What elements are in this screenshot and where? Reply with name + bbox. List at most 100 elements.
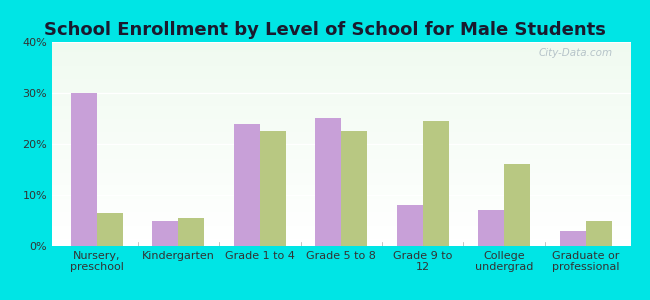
- Bar: [52, 82, 630, 83]
- Bar: [52, 76, 630, 77]
- Bar: [52, 149, 630, 150]
- Bar: [52, 224, 630, 225]
- Bar: [52, 75, 630, 76]
- Bar: [52, 216, 630, 217]
- Bar: [52, 156, 630, 157]
- Bar: [52, 135, 630, 136]
- Bar: [52, 241, 630, 242]
- Text: City-Data.com: City-Data.com: [539, 48, 613, 58]
- Bar: [52, 238, 630, 239]
- Bar: [52, 81, 630, 82]
- Bar: [52, 237, 630, 238]
- Bar: [52, 213, 630, 214]
- Bar: [52, 136, 630, 137]
- Bar: [52, 155, 630, 156]
- Bar: [52, 88, 630, 89]
- Bar: [52, 110, 630, 111]
- Bar: [52, 201, 630, 202]
- Bar: [52, 61, 630, 62]
- Bar: [560, 231, 586, 246]
- Bar: [52, 244, 630, 245]
- Bar: [52, 205, 630, 206]
- Bar: [52, 69, 630, 70]
- Bar: [52, 148, 630, 149]
- Bar: [97, 213, 123, 246]
- Bar: [52, 210, 630, 211]
- Bar: [52, 72, 630, 73]
- Bar: [52, 49, 630, 50]
- Bar: [52, 225, 630, 226]
- Bar: [52, 95, 630, 96]
- Bar: [52, 84, 630, 85]
- Bar: [52, 185, 630, 186]
- Bar: [52, 206, 630, 207]
- Bar: [52, 65, 630, 66]
- Bar: [52, 169, 630, 170]
- Bar: [52, 57, 630, 58]
- Bar: [52, 175, 630, 176]
- Bar: [52, 183, 630, 184]
- Bar: [52, 204, 630, 205]
- Bar: [52, 203, 630, 204]
- Bar: [52, 129, 630, 130]
- Bar: [52, 140, 630, 141]
- Bar: [52, 191, 630, 192]
- Bar: [52, 215, 630, 216]
- Bar: [52, 112, 630, 113]
- Bar: [52, 109, 630, 110]
- Bar: [52, 207, 630, 208]
- Bar: [52, 154, 630, 155]
- Bar: [52, 192, 630, 193]
- Bar: [52, 45, 630, 46]
- Bar: [52, 202, 630, 203]
- Bar: [52, 233, 630, 234]
- Bar: [52, 134, 630, 135]
- Text: School Enrollment by Level of School for Male Students: School Enrollment by Level of School for…: [44, 21, 606, 39]
- Bar: [52, 220, 630, 221]
- Bar: [52, 64, 630, 65]
- Bar: [52, 120, 630, 121]
- Bar: [52, 240, 630, 241]
- Bar: [52, 119, 630, 120]
- Bar: [52, 74, 630, 75]
- Bar: [52, 80, 630, 81]
- Bar: [52, 234, 630, 235]
- Bar: [52, 217, 630, 218]
- Bar: [52, 162, 630, 163]
- Bar: [52, 100, 630, 101]
- Bar: [52, 157, 630, 158]
- Bar: [52, 147, 630, 148]
- Bar: [52, 126, 630, 127]
- Bar: [52, 223, 630, 224]
- Bar: [52, 226, 630, 227]
- Bar: [52, 66, 630, 67]
- Bar: [52, 218, 630, 219]
- Bar: [52, 190, 630, 191]
- Bar: [52, 114, 630, 115]
- Bar: [52, 176, 630, 177]
- Bar: [52, 174, 630, 175]
- Bar: [52, 59, 630, 60]
- Bar: [52, 186, 630, 187]
- Bar: [52, 79, 630, 80]
- Bar: [52, 151, 630, 152]
- Bar: [504, 164, 530, 246]
- Bar: [52, 53, 630, 54]
- Bar: [52, 211, 630, 212]
- Bar: [52, 104, 630, 105]
- Bar: [52, 68, 630, 69]
- Bar: [52, 55, 630, 56]
- Bar: [52, 168, 630, 169]
- Bar: [52, 230, 630, 231]
- Bar: [178, 218, 204, 246]
- Bar: [52, 44, 630, 45]
- Bar: [52, 51, 630, 52]
- Bar: [52, 105, 630, 106]
- Bar: [52, 50, 630, 51]
- Bar: [52, 83, 630, 84]
- Bar: [52, 89, 630, 90]
- Bar: [52, 56, 630, 57]
- Bar: [52, 146, 630, 147]
- Bar: [52, 63, 630, 64]
- Bar: [52, 94, 630, 95]
